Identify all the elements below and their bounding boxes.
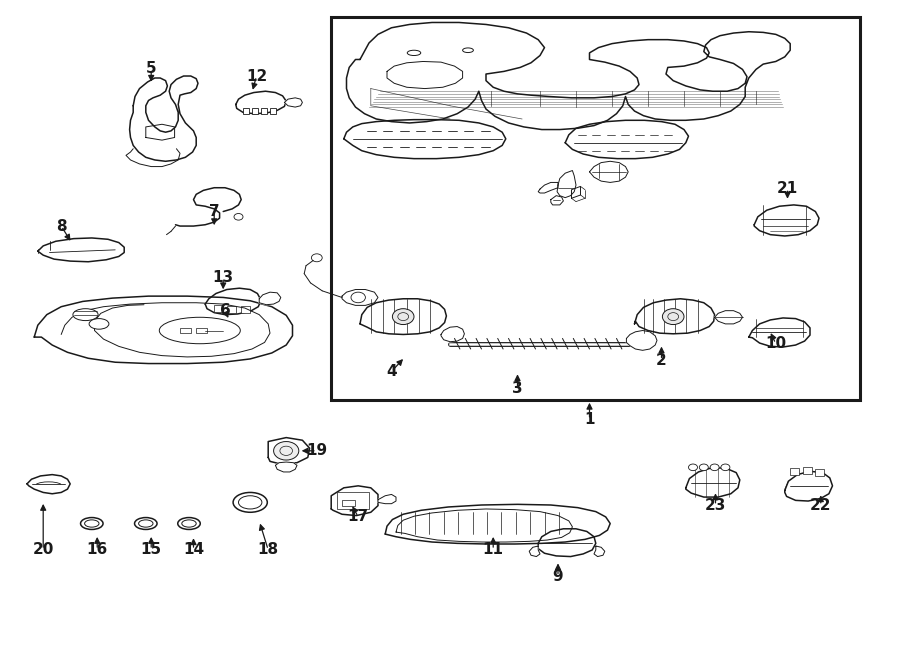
Bar	[214, 305, 223, 312]
Polygon shape	[749, 318, 810, 347]
Text: 13: 13	[212, 270, 234, 285]
Polygon shape	[538, 529, 596, 557]
Bar	[331, 17, 860, 400]
Text: 23: 23	[705, 498, 726, 513]
Ellipse shape	[159, 317, 240, 344]
Circle shape	[274, 442, 299, 460]
Text: 7: 7	[209, 204, 220, 219]
Polygon shape	[34, 296, 292, 364]
Text: 16: 16	[86, 543, 108, 557]
Ellipse shape	[407, 50, 421, 56]
Polygon shape	[572, 186, 580, 198]
Bar	[227, 306, 236, 313]
Text: 18: 18	[257, 543, 279, 557]
Bar	[243, 108, 249, 114]
Polygon shape	[565, 120, 688, 159]
Bar	[252, 108, 258, 114]
Text: 14: 14	[183, 543, 204, 557]
Text: 9: 9	[553, 569, 563, 584]
Circle shape	[699, 464, 708, 471]
Polygon shape	[284, 98, 302, 107]
Polygon shape	[594, 546, 605, 557]
Ellipse shape	[238, 496, 262, 509]
Text: 12: 12	[246, 69, 267, 83]
Circle shape	[662, 309, 684, 325]
Ellipse shape	[135, 518, 158, 529]
Ellipse shape	[85, 520, 99, 527]
Polygon shape	[360, 299, 446, 334]
Polygon shape	[441, 327, 464, 342]
Text: 5: 5	[146, 61, 157, 76]
Text: 1: 1	[584, 412, 595, 427]
Text: 4: 4	[386, 364, 397, 379]
Polygon shape	[754, 205, 819, 236]
Bar	[196, 328, 207, 333]
Text: 3: 3	[512, 381, 523, 396]
Text: 11: 11	[482, 543, 504, 557]
Polygon shape	[590, 161, 628, 182]
Polygon shape	[529, 546, 540, 557]
Polygon shape	[342, 290, 378, 305]
Text: 8: 8	[56, 219, 67, 233]
Polygon shape	[686, 468, 740, 497]
Ellipse shape	[89, 319, 109, 329]
Polygon shape	[236, 91, 286, 114]
Circle shape	[392, 309, 414, 325]
Polygon shape	[634, 299, 715, 334]
Ellipse shape	[73, 309, 98, 321]
Polygon shape	[551, 196, 563, 205]
Ellipse shape	[178, 518, 200, 529]
Text: 2: 2	[656, 353, 667, 368]
Ellipse shape	[182, 520, 196, 527]
Text: 6: 6	[220, 303, 230, 318]
Bar	[790, 468, 799, 475]
Polygon shape	[344, 120, 506, 159]
Text: 20: 20	[32, 543, 54, 557]
Polygon shape	[38, 238, 124, 262]
Ellipse shape	[463, 48, 473, 52]
Polygon shape	[385, 504, 610, 544]
Polygon shape	[259, 292, 281, 305]
Circle shape	[688, 464, 698, 471]
Ellipse shape	[139, 520, 153, 527]
Text: 10: 10	[765, 336, 787, 351]
Polygon shape	[275, 462, 297, 472]
Bar	[180, 328, 191, 333]
Text: 21: 21	[777, 181, 798, 196]
Text: 22: 22	[810, 498, 832, 513]
Circle shape	[710, 464, 719, 471]
Bar	[270, 108, 276, 114]
Polygon shape	[557, 171, 576, 198]
Circle shape	[721, 464, 730, 471]
Text: 17: 17	[347, 510, 369, 524]
Polygon shape	[785, 471, 832, 501]
Bar	[337, 492, 369, 509]
Bar	[261, 108, 267, 114]
Polygon shape	[331, 486, 378, 516]
Bar	[815, 469, 824, 476]
Text: 15: 15	[140, 543, 162, 557]
Polygon shape	[715, 311, 742, 324]
Bar	[803, 467, 812, 474]
Polygon shape	[27, 475, 70, 494]
Polygon shape	[205, 288, 261, 315]
Text: 19: 19	[306, 444, 328, 458]
Polygon shape	[378, 494, 396, 504]
Polygon shape	[268, 438, 310, 464]
Ellipse shape	[233, 492, 267, 512]
Polygon shape	[626, 330, 657, 350]
Bar	[342, 500, 355, 506]
Ellipse shape	[81, 518, 103, 529]
Bar	[241, 306, 250, 313]
